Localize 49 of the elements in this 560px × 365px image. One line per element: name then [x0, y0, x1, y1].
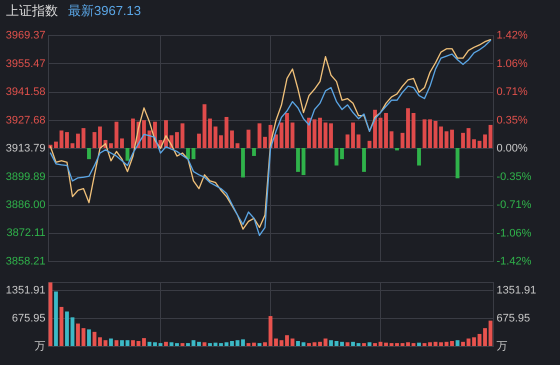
y-tick-label: 3872.11 [6, 227, 46, 240]
bar [417, 342, 421, 346]
bar [456, 340, 460, 346]
bar [180, 343, 184, 346]
bar [246, 130, 250, 148]
y-tick-label: 1351.91 [6, 284, 46, 296]
y-tick-label: 675.95 [12, 312, 46, 324]
y2-tick-label: 675.95 [496, 312, 530, 324]
y2-tick-label: 1.42% [496, 30, 528, 42]
y-tick-label: 3955.47 [6, 58, 46, 70]
bar [368, 342, 372, 346]
bar [258, 343, 262, 346]
y-tick-label: 3913.79 [6, 142, 46, 154]
y2-tick-label: 1.06% [496, 58, 528, 70]
bar [109, 338, 113, 346]
y2-tick-label: -1.06% [496, 227, 532, 240]
y-tick-label: 3899.89 [6, 170, 46, 183]
bar [164, 342, 168, 346]
y-tick-label: 3969.37 [6, 30, 46, 42]
bar [417, 148, 421, 166]
bar [241, 148, 245, 178]
chart-title: 上证指数 [6, 3, 58, 18]
y2-tick-label: 0.00% [496, 142, 528, 154]
y2-tick-label: 万 [496, 340, 508, 352]
bar [87, 148, 91, 160]
bar [60, 306, 64, 346]
bar [202, 342, 206, 346]
bar [87, 329, 91, 346]
y-tick-label: 万 [34, 340, 46, 352]
y2-tick-label: -0.35% [496, 170, 532, 183]
bar [54, 292, 58, 346]
bar [48, 282, 52, 346]
y-tick-label: 3858.21 [6, 256, 46, 268]
bar [252, 148, 256, 156]
y2-tick-label: 0.71% [496, 86, 528, 98]
chart-subtitle: 最新3967.13 [68, 3, 141, 18]
bar [114, 340, 118, 346]
y2-tick-label: 0.35% [496, 114, 528, 126]
y2-tick-label: -1.42% [496, 256, 532, 268]
bar [456, 148, 460, 178]
y-tick-label: 3941.58 [6, 86, 46, 98]
y-tick-label: 3927.68 [6, 114, 46, 126]
bar [346, 342, 350, 346]
bar [126, 148, 130, 161]
y-tick-label: 3886.00 [6, 199, 46, 211]
bar [362, 343, 366, 346]
y2-tick-label: 1351.91 [496, 284, 536, 296]
y2-tick-label: -0.71% [496, 199, 532, 211]
bar [362, 148, 366, 172]
